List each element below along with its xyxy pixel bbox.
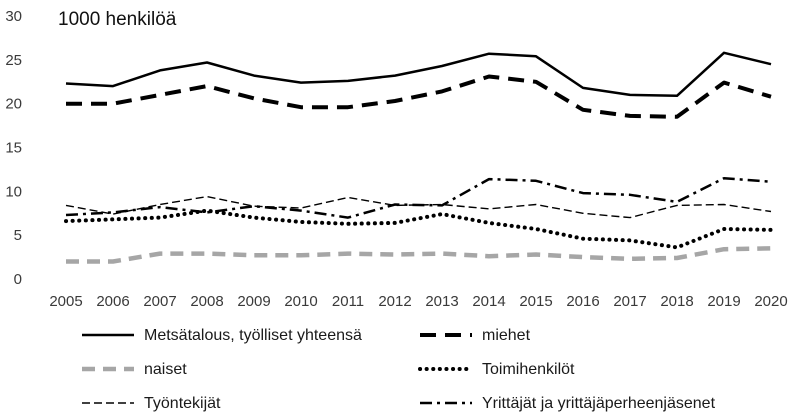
series-line-0 bbox=[65, 51, 772, 98]
y-axis: 0 5 10 15 20 25 30 bbox=[5, 8, 22, 288]
x-axis: 2005 2006 2007 2008 2009 2010 2011 2012 2013 2014… bbox=[49, 293, 787, 310]
x-tick-label: 2017 bbox=[613, 293, 646, 310]
legend-item: miehet bbox=[420, 327, 531, 344]
x-tick-label: 2014 bbox=[472, 293, 505, 310]
x-tick-label: 2018 bbox=[660, 293, 693, 310]
series-line-3 bbox=[64, 208, 773, 250]
x-tick-label: 2007 bbox=[143, 293, 176, 310]
x-tick-label: 2011 bbox=[332, 293, 364, 310]
series-line-1 bbox=[66, 74, 772, 119]
x-tick-label: 2012 bbox=[378, 293, 411, 310]
x-tick-label: 2015 bbox=[519, 293, 552, 310]
x-tick-label: 2010 bbox=[284, 293, 317, 310]
x-tick-label: 2009 bbox=[237, 293, 270, 310]
x-tick-label: 2019 bbox=[707, 293, 740, 310]
legend-label: naiset bbox=[144, 361, 187, 378]
y-tick-label: 15 bbox=[5, 140, 22, 157]
x-tick-label: 2008 bbox=[190, 293, 223, 310]
series-line-4 bbox=[65, 195, 772, 219]
y-tick-label: 25 bbox=[5, 52, 22, 69]
y-tick-label: 10 bbox=[5, 183, 22, 200]
legend-item: Yrittäjät ja yrittäjäperheenjäsenet bbox=[420, 395, 716, 412]
legend-label: Yrittäjät ja yrittäjäperheenjäsenet bbox=[482, 395, 716, 412]
legend: Metsätalous, työlliset yhteensä miehet nai… bbox=[82, 327, 716, 412]
legend-label: Työntekijät bbox=[144, 395, 221, 412]
y-tick-label: 30 bbox=[5, 8, 22, 25]
x-tick-label: 2006 bbox=[96, 293, 129, 310]
unit-label: 1000 henkilöä bbox=[58, 9, 177, 30]
x-tick-label: 2005 bbox=[49, 293, 82, 310]
legend-item: Työntekijät bbox=[82, 395, 221, 412]
x-tick-label: 2016 bbox=[566, 293, 599, 310]
legend-label: Metsätalous, työlliset yhteensä bbox=[144, 327, 362, 344]
series-line-2 bbox=[66, 246, 772, 264]
legend-label: miehet bbox=[482, 327, 531, 344]
y-tick-label: 5 bbox=[14, 227, 22, 244]
x-tick-label: 2013 bbox=[425, 293, 458, 310]
legend-item: Metsätalous, työlliset yhteensä bbox=[82, 327, 362, 344]
legend-item: Toimihenkilöt bbox=[418, 361, 575, 378]
y-tick-label: 0 bbox=[14, 271, 22, 288]
legend-item: naiset bbox=[82, 361, 187, 378]
series-layer bbox=[64, 51, 773, 264]
x-tick-label: 2020 bbox=[754, 293, 787, 310]
series-line-5 bbox=[65, 176, 772, 219]
y-tick-label: 20 bbox=[5, 96, 22, 113]
legend-label: Toimihenkilöt bbox=[482, 361, 575, 378]
